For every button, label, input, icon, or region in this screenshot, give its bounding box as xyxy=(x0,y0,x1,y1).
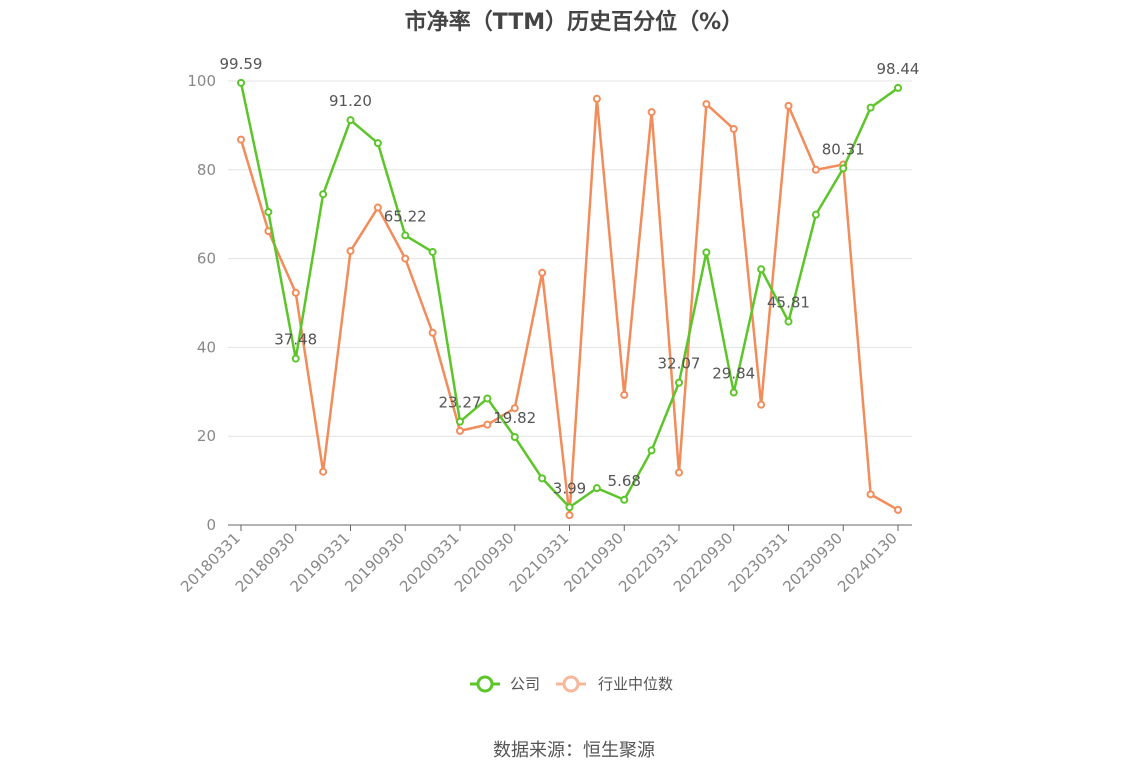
legend-marker xyxy=(476,675,494,693)
x-axis: 2018033120180930201903312019093020200331… xyxy=(177,524,912,596)
data-point xyxy=(483,420,492,429)
data-point xyxy=(894,505,902,514)
data-point xyxy=(866,103,875,112)
line-chart: 0 20 40 60 80 100 201803312018093020190331201… xyxy=(177,55,920,693)
data-point xyxy=(592,94,601,103)
data-point xyxy=(866,490,875,499)
data-point xyxy=(620,495,629,504)
data-point xyxy=(811,165,820,174)
grid-lines xyxy=(228,80,912,437)
data-label: 32.07 xyxy=(658,355,701,373)
data-point xyxy=(428,247,437,256)
data-label: 19.82 xyxy=(493,409,536,427)
data-point xyxy=(346,247,355,256)
data-label: 5.68 xyxy=(608,472,641,490)
data-point xyxy=(538,474,547,483)
data-point xyxy=(675,468,683,477)
data-label: 80.31 xyxy=(822,140,865,158)
data-point xyxy=(510,404,519,413)
y-tick-label: 80 xyxy=(197,161,216,179)
data-point xyxy=(784,317,793,326)
data-point xyxy=(428,328,437,337)
data-point xyxy=(319,467,328,476)
chart-title: 市净率（TTM）历史百分位（%） xyxy=(404,10,744,35)
data-label: 3.99 xyxy=(553,479,586,497)
data-point xyxy=(401,231,410,240)
y-tick-label: 100 xyxy=(187,72,216,90)
data-point xyxy=(839,164,848,173)
data-label: 98.44 xyxy=(877,60,920,78)
legend-label: 行业中位数 xyxy=(598,675,673,693)
data-point xyxy=(510,432,519,441)
data-point xyxy=(401,254,410,263)
legend-label: 公司 xyxy=(510,675,540,693)
data-point xyxy=(620,390,629,399)
data-source: 数据来源：恒生聚源 xyxy=(493,740,655,761)
data-point xyxy=(757,265,766,274)
data-point xyxy=(237,78,245,87)
data-point xyxy=(319,190,328,199)
data-label: 37.48 xyxy=(274,331,317,349)
data-point xyxy=(729,388,738,397)
data-point xyxy=(456,417,464,426)
data-point xyxy=(784,101,793,110)
data-point xyxy=(702,100,711,109)
y-axis-ticks: 0 20 40 60 80 100 xyxy=(187,72,216,534)
y-tick-label: 0 xyxy=(206,516,216,534)
data-point xyxy=(675,378,683,387)
data-labels: 99.59 37.48 91.20 65.22 23.27 19.82 3.99 5.68 32… xyxy=(220,55,920,497)
y-tick-label: 20 xyxy=(197,427,216,445)
series-layer xyxy=(237,78,902,520)
data-point xyxy=(237,135,245,144)
data-label: 45.81 xyxy=(767,294,810,312)
data-point xyxy=(291,288,300,297)
data-label: 29.84 xyxy=(712,365,755,383)
data-point xyxy=(729,124,738,133)
data-point xyxy=(291,354,300,363)
data-point xyxy=(565,511,574,520)
data-point xyxy=(483,394,492,403)
x-tick-label: 20240130 xyxy=(834,529,901,596)
data-point xyxy=(647,446,656,455)
data-point xyxy=(538,268,547,277)
y-tick-label: 40 xyxy=(197,338,216,356)
data-point xyxy=(456,426,464,435)
data-point xyxy=(647,108,656,117)
data-point xyxy=(373,203,382,212)
data-point xyxy=(702,248,711,257)
legend-marker xyxy=(562,675,580,693)
data-label: 91.20 xyxy=(329,92,372,110)
data-point xyxy=(565,503,574,512)
data-point xyxy=(811,210,820,219)
data-point xyxy=(757,400,766,409)
data-point xyxy=(894,83,902,92)
legend: 公司 行业中位数 xyxy=(470,675,673,693)
data-label: 99.59 xyxy=(220,55,263,73)
data-label: 65.22 xyxy=(384,207,427,225)
data-label: 23.27 xyxy=(439,394,482,412)
data-point xyxy=(264,207,273,216)
y-tick-label: 60 xyxy=(197,250,216,268)
data-point xyxy=(346,116,355,125)
data-point xyxy=(592,484,601,493)
data-point xyxy=(373,139,382,148)
